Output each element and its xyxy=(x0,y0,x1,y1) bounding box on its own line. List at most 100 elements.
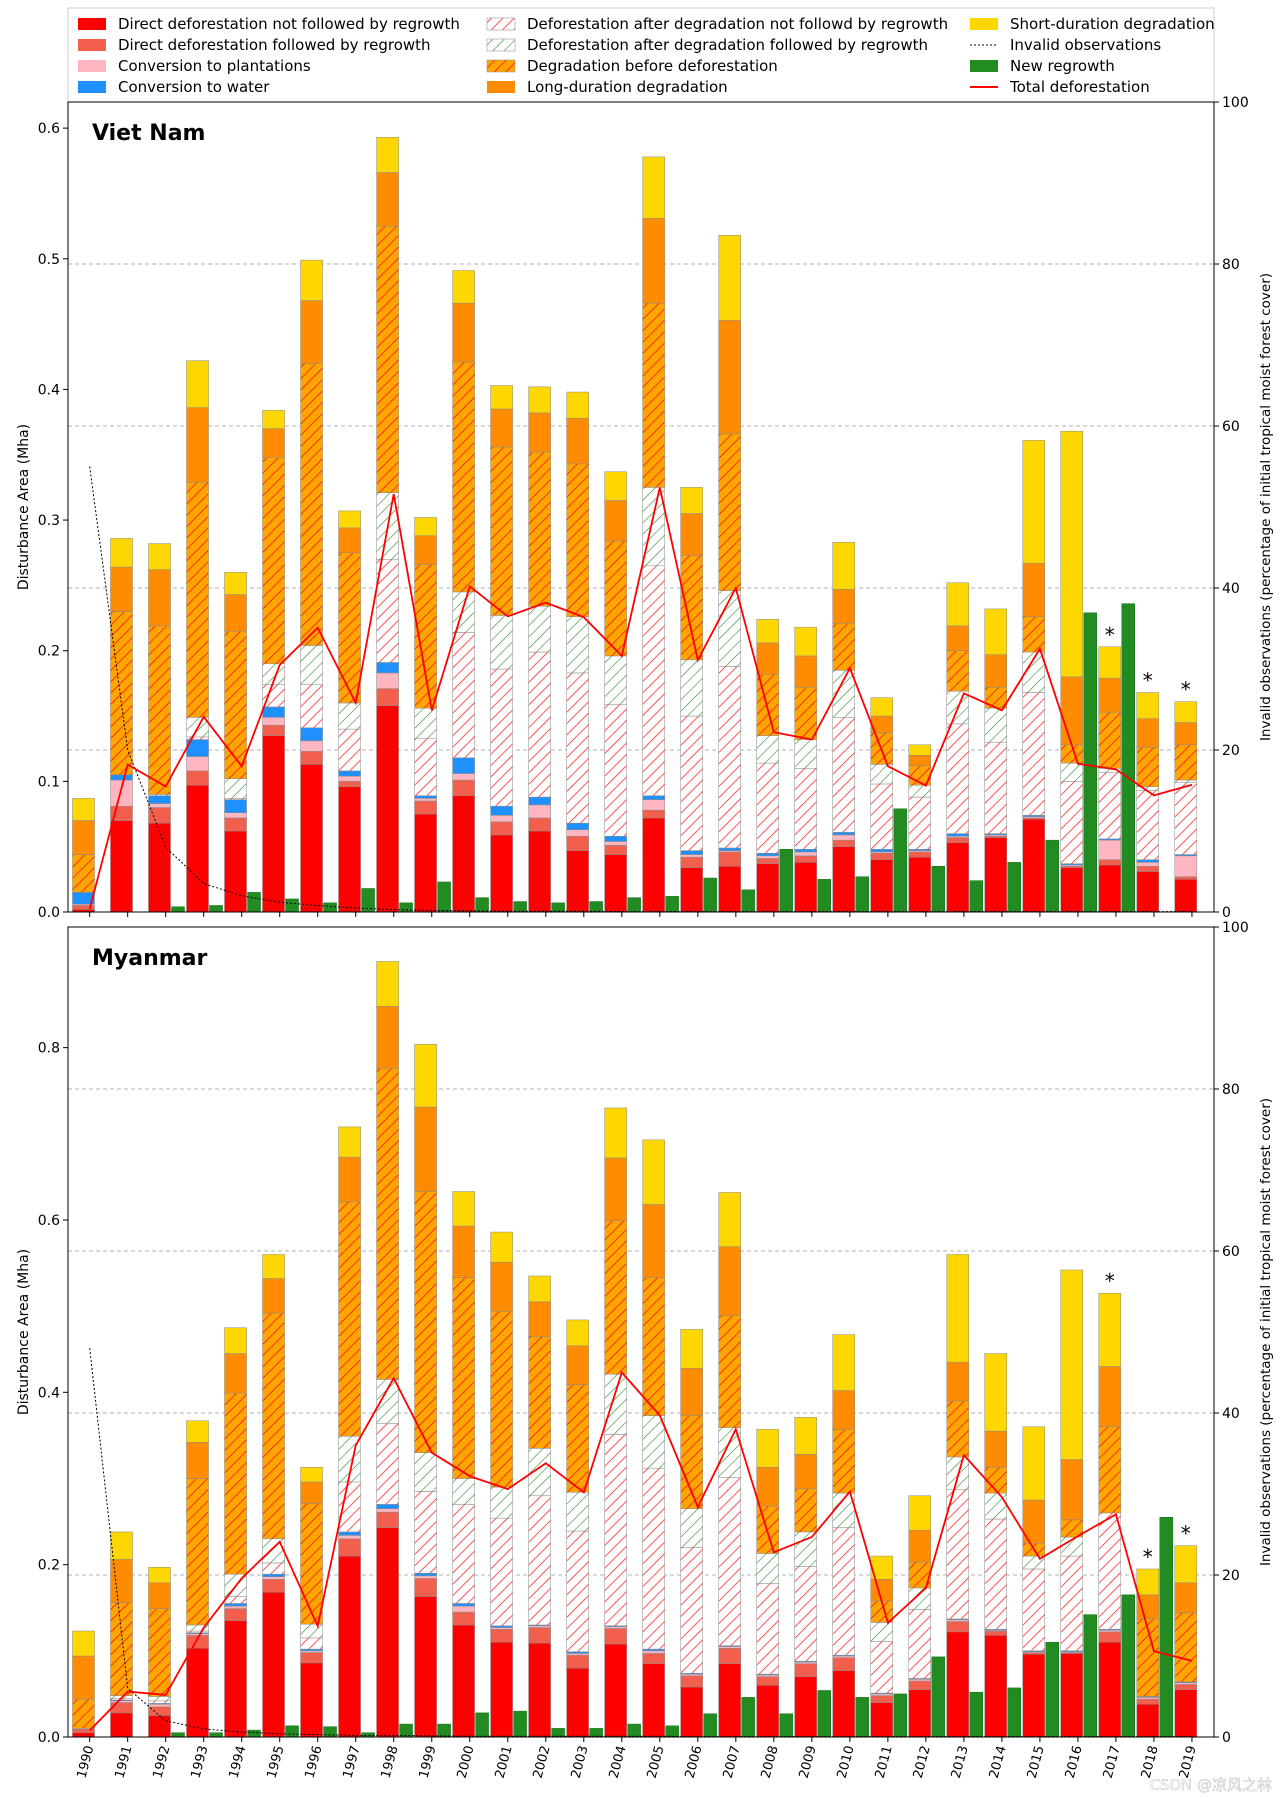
y-axis-label: Disturbance Area (Mha) xyxy=(16,424,32,590)
bar-new-regrowth xyxy=(551,902,565,913)
bar-segment-conversion-to-water xyxy=(870,849,893,853)
bar-segment-short-duration-degradation xyxy=(756,619,779,644)
bar-segment-conversion-to-water xyxy=(338,1531,361,1536)
bar-segment-long-duration-degradation xyxy=(566,417,589,465)
bar-segment-conversion-to-water xyxy=(262,706,285,718)
bar-segment-short-duration-degradation xyxy=(756,1429,779,1468)
bar-segment-degradation-before-deforestation xyxy=(528,451,551,607)
bar-segment-conversion-to-water xyxy=(452,757,475,774)
bar-segment-conversion-to-water xyxy=(110,774,133,781)
bar-segment-direct-deforestation-followed-by-regrowth xyxy=(908,851,931,858)
y-tick-label: 0.4 xyxy=(38,1385,60,1401)
x-tick-label: 2010 xyxy=(835,1744,858,1780)
bar-segment-conversion-to-water xyxy=(642,1648,665,1652)
bar-segment-long-duration-degradation xyxy=(490,408,513,448)
bar-new-regrowth xyxy=(703,1713,717,1738)
bar-segment-long-duration-degradation xyxy=(338,527,361,553)
bar-segment-conversion-to-plantations xyxy=(1136,1697,1160,1700)
x-tick-label: 2015 xyxy=(1025,1744,1048,1780)
x-tick-label: 2006 xyxy=(683,1744,706,1780)
bar-new-regrowth xyxy=(1121,603,1135,913)
bar-segment-short-duration-degradation xyxy=(338,510,361,529)
bar-new-regrowth xyxy=(1045,1641,1059,1738)
bar-segment-deforestation-after-degradation-followed-by-regrowth xyxy=(566,1492,589,1532)
x-tick-label: 1998 xyxy=(379,1744,402,1780)
bar-segment-direct-deforestation-not-followed-by-regrowth xyxy=(300,1662,323,1738)
bar-segment-deforestation-after-degradation-not-followd-by-regrowth xyxy=(870,1641,893,1694)
bar-segment-direct-deforestation-followed-by-regrowth xyxy=(224,817,247,832)
bar-segment-deforestation-after-degradation-not-followd-by-regrowth xyxy=(1022,692,1046,816)
bar-segment-direct-deforestation-followed-by-regrowth xyxy=(794,1663,817,1677)
bar-segment-long-duration-degradation xyxy=(376,1006,399,1069)
bar-segment-degradation-before-deforestation xyxy=(566,1384,589,1493)
bar-segment-short-duration-degradation xyxy=(604,1107,627,1159)
bar-segment-degradation-before-deforestation xyxy=(794,1488,817,1533)
bar-segment-conversion-to-plantations xyxy=(110,779,133,807)
bar-segment-degradation-before-deforestation xyxy=(566,463,589,617)
y2-tick-label: 40 xyxy=(1222,581,1240,597)
bar-segment-deforestation-after-degradation-not-followd-by-regrowth xyxy=(1060,781,1084,864)
bar-segment-short-duration-degradation xyxy=(832,542,855,590)
bar-segment-conversion-to-plantations xyxy=(338,775,361,782)
bar-segment-direct-deforestation-not-followed-by-regrowth xyxy=(110,820,133,913)
bar-segment-degradation-before-deforestation xyxy=(414,1191,437,1453)
bar-segment-degradation-before-deforestation xyxy=(224,630,247,779)
bar-new-regrowth xyxy=(171,906,185,913)
bar-segment-conversion-to-water xyxy=(224,799,247,813)
bar-segment-short-duration-degradation xyxy=(452,270,475,304)
bar-new-regrowth xyxy=(1121,1594,1135,1738)
bar-segment-deforestation-after-degradation-not-followd-by-regrowth xyxy=(946,1489,969,1620)
bar-new-regrowth xyxy=(817,1690,831,1738)
bar-segment-short-duration-degradation xyxy=(528,386,551,414)
bar-segment-conversion-to-water xyxy=(566,822,589,830)
bar-segment-short-duration-degradation xyxy=(680,487,703,514)
bar-segment-direct-deforestation-followed-by-regrowth xyxy=(718,851,741,867)
x-tick-label: 2012 xyxy=(911,1744,934,1780)
x-tick-label: 1996 xyxy=(303,1744,326,1780)
bar-segment-long-duration-degradation xyxy=(794,655,817,688)
bar-segment-conversion-to-water xyxy=(452,1603,475,1607)
bar-segment-direct-deforestation-followed-by-regrowth xyxy=(1174,876,1198,880)
bar-segment-degradation-before-deforestation xyxy=(490,446,513,616)
bar-segment-short-duration-degradation xyxy=(186,360,209,408)
bar-new-regrowth xyxy=(323,1726,337,1738)
bar-segment-direct-deforestation-not-followed-by-regrowth xyxy=(528,1642,551,1738)
bar-segment-degradation-before-deforestation xyxy=(604,540,627,657)
bar-segment-deforestation-after-degradation-followed-by-regrowth xyxy=(338,702,361,730)
bar-segment-degradation-before-deforestation xyxy=(1022,616,1046,653)
bar-segment-direct-deforestation-followed-by-regrowth xyxy=(984,1630,1008,1636)
bar-segment-conversion-to-plantations xyxy=(414,1575,437,1579)
bar-segment-deforestation-after-degradation-not-followd-by-regrowth xyxy=(756,1583,779,1675)
bar-segment-degradation-before-deforestation xyxy=(946,650,969,692)
panel-myanmar: * * * 0.0 0.2 0.4 0.6 0.8 0 20 40 60 80 100 1990 1991 19… xyxy=(16,920,1274,1780)
bar-segment-conversion-to-plantations xyxy=(604,841,627,846)
bar-new-regrowth xyxy=(247,1729,261,1738)
bar-segment-conversion-to-plantations xyxy=(756,855,779,859)
bar-segment-conversion-to-water xyxy=(338,770,361,777)
bar-segment-deforestation-after-degradation-not-followd-by-regrowth xyxy=(794,1566,817,1662)
bar-segment-short-duration-degradation xyxy=(1022,1426,1046,1501)
bar-segment-long-duration-degradation xyxy=(224,594,247,632)
x-tick-label: 1993 xyxy=(189,1744,212,1780)
bar-segment-degradation-before-deforestation xyxy=(756,673,779,736)
legend-label-conversion-to-water: Conversion to water xyxy=(118,78,270,96)
bar-segment-direct-deforestation-not-followed-by-regrowth xyxy=(718,866,741,913)
bar-segment-deforestation-after-degradation-not-followd-by-regrowth xyxy=(946,723,969,834)
bar-segment-short-duration-degradation xyxy=(148,1566,171,1584)
bar-segment-direct-deforestation-not-followed-by-regrowth xyxy=(1174,1689,1198,1738)
invalid-observations-line xyxy=(89,1348,1192,1738)
bar-segment-direct-deforestation-not-followed-by-regrowth xyxy=(528,830,551,913)
bar-segment-direct-deforestation-followed-by-regrowth xyxy=(452,779,475,796)
bar-segment-short-duration-degradation xyxy=(832,1334,855,1391)
legend-swatch-degradation-before-deforestation xyxy=(486,59,516,73)
y2-axis-label: Invalid observations (percentage of init… xyxy=(1258,1098,1274,1566)
bar-segment-direct-deforestation-not-followed-by-regrowth xyxy=(1060,867,1084,913)
bar-segment-long-duration-degradation xyxy=(224,1353,247,1394)
asterisk-marker: * xyxy=(1181,678,1191,702)
bar-segment-direct-deforestation-followed-by-regrowth xyxy=(414,800,437,815)
legend-swatch-deforestation-after-degradation-followed-by-regrowth xyxy=(486,38,516,52)
bar-segment-deforestation-after-degradation-followed-by-regrowth xyxy=(1174,779,1198,783)
y-tick-label: 0.4 xyxy=(38,382,60,398)
bar-segment-direct-deforestation-not-followed-by-regrowth xyxy=(452,1624,475,1738)
bar-segment-long-duration-degradation xyxy=(186,1442,209,1479)
